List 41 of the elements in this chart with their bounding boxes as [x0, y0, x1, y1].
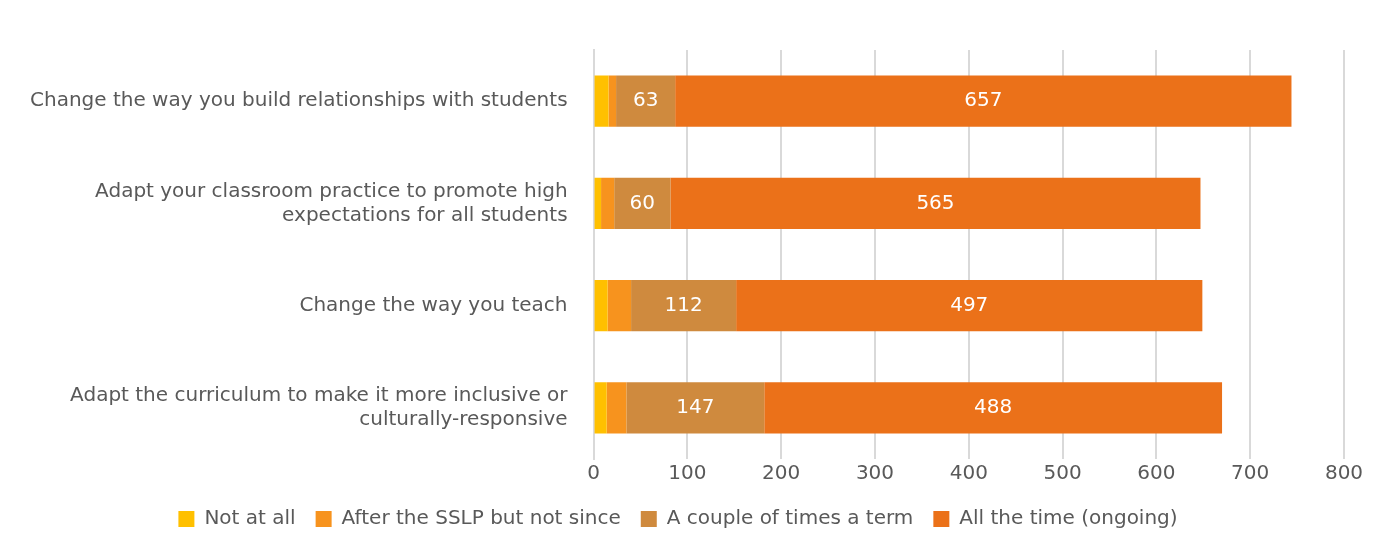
- bar: [626, 382, 765, 434]
- bar: [608, 75, 617, 127]
- x-tick-label: 800: [1324, 460, 1364, 485]
- data-label: 565: [916, 189, 955, 214]
- bar: [675, 75, 1292, 127]
- y-tick-label: Adapt your classroom practice to promote high expectations for all students: [95, 177, 568, 226]
- data-label: 497: [950, 291, 989, 316]
- x-tick-label: 300: [855, 460, 895, 485]
- bar: [601, 177, 615, 229]
- legend-label: After the SSLP but not since: [341, 505, 621, 530]
- bar: [607, 280, 632, 332]
- bar: [631, 280, 737, 332]
- bar: [616, 75, 676, 127]
- bar: [594, 280, 608, 332]
- legend-label: A couple of times a term: [666, 505, 914, 530]
- bar: [764, 382, 1223, 434]
- data-label: 657: [964, 87, 1003, 112]
- x-tick-label: 500: [1043, 460, 1082, 485]
- data-label: 112: [664, 291, 703, 316]
- x-tick-label: 600: [1137, 460, 1176, 485]
- bar: [614, 177, 671, 229]
- x-tick-label: 400: [949, 460, 988, 485]
- data-label: 63: [632, 87, 659, 112]
- y-tick-label: Change the way you teach: [299, 291, 568, 316]
- bar: [670, 177, 1201, 229]
- bar: [736, 280, 1203, 332]
- x-tick-label: 200: [762, 460, 801, 485]
- y-tick-label: Change the way you build relationships with students: [30, 87, 568, 112]
- data-label: 60: [629, 189, 656, 214]
- data-label: 147: [676, 394, 715, 419]
- bar: [606, 382, 627, 434]
- x-tick-label: 0: [587, 460, 600, 485]
- data-label: 488: [974, 394, 1013, 419]
- bar: [594, 75, 609, 127]
- x-tick-label: 700: [1231, 460, 1270, 485]
- x-tick-label: 100: [668, 460, 707, 485]
- legend-label: All the time (ongoing): [959, 505, 1178, 530]
- bar: [594, 177, 602, 229]
- bar: [594, 382, 607, 434]
- y-tick-label: Adapt the curriculum to make it more inclusive or culturally-responsive: [70, 382, 569, 431]
- legend-label: Not at all: [204, 505, 296, 530]
